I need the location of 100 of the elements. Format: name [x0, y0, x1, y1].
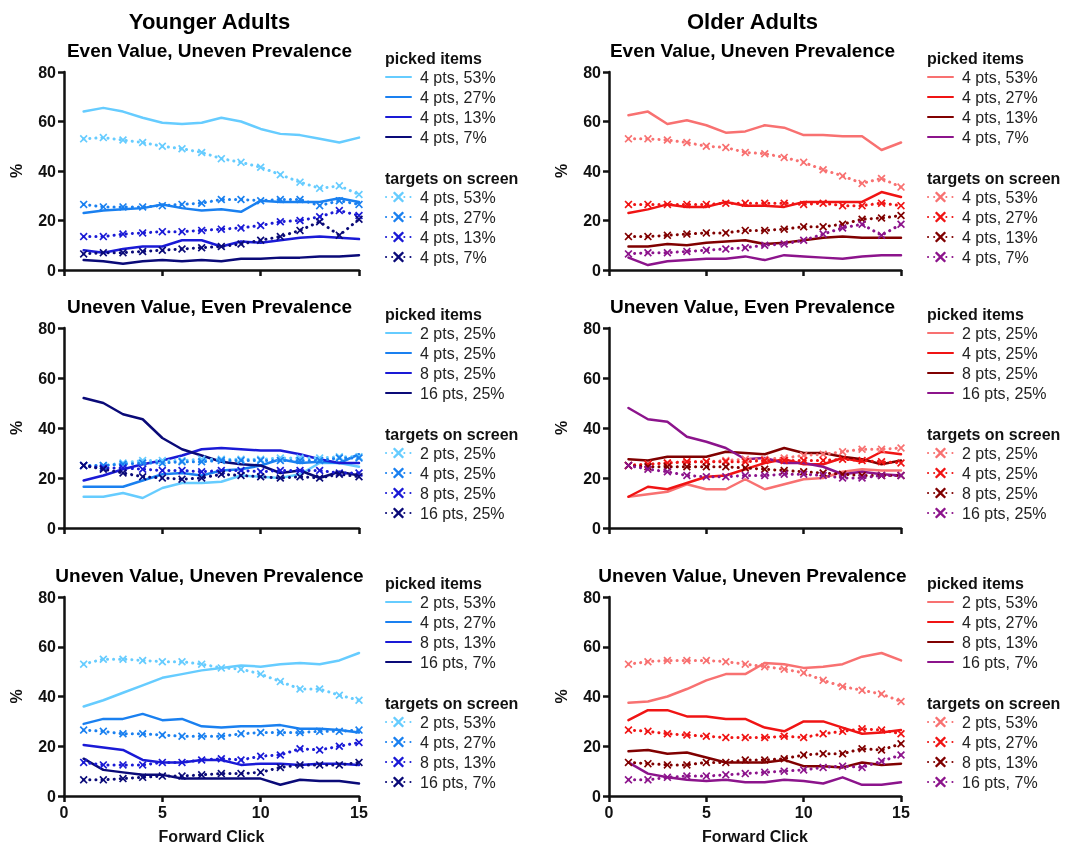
- legend-label: 8 pts, 25%: [962, 364, 1038, 382]
- text: targets on screen: [385, 169, 519, 187]
- legend-label: 4 pts, 25%: [420, 344, 496, 362]
- legend-title: picked items: [385, 574, 483, 592]
- y-tick-label: 40: [583, 162, 602, 180]
- y-tick-label: 20: [583, 212, 602, 229]
- y-tick-label: 80: [583, 319, 602, 337]
- y-tick-label: 60: [583, 113, 602, 130]
- legend-label: 2 pts, 25%: [420, 444, 496, 462]
- x-tick-label: 15: [892, 803, 910, 821]
- chart-title: Uneven Value, Even Prevalence: [66, 296, 353, 317]
- chart-title: Younger Adults: [128, 8, 291, 34]
- y-tick-label: 60: [38, 369, 57, 387]
- y-tick-label: 80: [38, 588, 57, 606]
- legend-label: 4 pts, 7%: [962, 128, 1029, 146]
- y-tick-label: 80: [583, 588, 602, 606]
- chart-title: Uneven Value, Uneven Prevalence: [598, 565, 907, 586]
- x-tick-label: 5: [701, 803, 711, 821]
- legend-label: 4 pts, 27%: [962, 613, 1038, 631]
- legend-label: 16 pts, 25%: [420, 384, 505, 402]
- legend-label: 4 pts, 53%: [962, 68, 1038, 86]
- y-tick-label: 0: [592, 261, 602, 279]
- y-axis-title: %: [552, 163, 570, 179]
- legend-label: 16 pts, 25%: [962, 384, 1047, 402]
- legend-label: 4 pts, 27%: [962, 208, 1038, 226]
- legend-label: 4 pts, 13%: [962, 108, 1038, 126]
- y-tick-label: 40: [583, 419, 602, 437]
- legend-label: 4 pts, 53%: [962, 188, 1038, 206]
- y-tick-label: 20: [583, 737, 602, 755]
- y-axis-title: %: [552, 689, 570, 704]
- legend-title: picked items: [385, 305, 483, 323]
- y-tick-label: 60: [583, 369, 602, 387]
- x-tick-label: 0: [59, 803, 69, 821]
- y-tick-label: 60: [38, 113, 57, 130]
- legend-label: 8 pts, 25%: [962, 484, 1038, 502]
- legend-label: 4 pts, 7%: [962, 248, 1029, 266]
- y-tick-label: 20: [38, 212, 57, 229]
- legend-label: 4 pts, 13%: [962, 228, 1038, 246]
- y-tick-label: 80: [583, 63, 602, 81]
- legend-label: 4 pts, 7%: [420, 248, 487, 266]
- legend-label: 4 pts, 7%: [420, 128, 487, 146]
- legend-label: 4 pts, 25%: [420, 464, 496, 482]
- legend-label: 2 pts, 25%: [962, 324, 1038, 342]
- legend-label: 4 pts, 27%: [962, 88, 1038, 106]
- legend-label: 8 pts, 13%: [420, 633, 496, 651]
- x-tick-label: 5: [157, 803, 167, 821]
- legend-label: 4 pts, 27%: [420, 613, 496, 631]
- x-tick-label: 10: [251, 803, 270, 821]
- legend-label: 4 pts, 53%: [420, 188, 496, 206]
- chart-subtitle: Even Value, Uneven Prevalence: [66, 40, 353, 61]
- legend-label: 8 pts, 25%: [420, 484, 496, 502]
- legend-label: 16 pts, 25%: [962, 504, 1047, 522]
- y-tick-label: 40: [38, 688, 57, 705]
- chart-title: Uneven Value, Even Prevalence: [609, 296, 896, 317]
- y-tick-label: 60: [38, 638, 57, 656]
- y-axis-title: %: [7, 420, 25, 436]
- legend-label: 4 pts, 53%: [420, 68, 496, 86]
- y-tick-label: 0: [592, 519, 602, 537]
- text: targets on screen: [927, 425, 1061, 443]
- y-axis-title: %: [552, 420, 570, 436]
- y-axis-title: %: [7, 689, 25, 704]
- legend-label: 4 pts, 27%: [420, 88, 496, 106]
- legend-title: picked items: [927, 49, 1025, 67]
- legend-label: 16 pts, 7%: [962, 773, 1038, 791]
- legend-label: 8 pts, 25%: [420, 364, 496, 382]
- text: targets on screen: [385, 425, 519, 443]
- legend-label: 2 pts, 53%: [420, 713, 496, 731]
- y-axis-title: %: [7, 163, 25, 179]
- y-tick-label: 40: [38, 419, 57, 437]
- chart-title: Older Adults: [686, 8, 819, 34]
- legend-label: 2 pts, 53%: [962, 593, 1038, 611]
- text: targets on screen: [927, 169, 1061, 187]
- y-tick-label: 60: [583, 638, 602, 656]
- legend-label: 4 pts, 13%: [420, 108, 496, 126]
- legend-label: 2 pts, 25%: [962, 444, 1038, 462]
- text: targets on screen: [385, 694, 519, 712]
- legend-label: 2 pts, 53%: [420, 593, 496, 611]
- legend-label: 4 pts, 25%: [962, 344, 1038, 362]
- text: targets on screen: [927, 694, 1061, 712]
- legend-label: 2 pts, 25%: [420, 324, 496, 342]
- legend-label: 4 pts, 13%: [420, 228, 496, 246]
- x-tick-label: 15: [350, 803, 368, 821]
- legend-title: picked items: [927, 574, 1025, 592]
- chart-title: Uneven Value, Uneven Prevalence: [55, 565, 364, 586]
- legend-label: 4 pts, 27%: [420, 208, 496, 226]
- legend-label: 16 pts, 25%: [420, 504, 505, 522]
- chart-subtitle: Even Value, Uneven Prevalence: [609, 40, 896, 61]
- y-tick-label: 40: [583, 688, 602, 705]
- x-axis-title: Forward Click: [158, 827, 265, 845]
- x-axis-title: Forward Click: [702, 827, 808, 845]
- legend-title: picked items: [385, 49, 483, 67]
- legend-label: 16 pts, 7%: [420, 653, 496, 671]
- y-tick-label: 20: [38, 737, 57, 755]
- x-tick-label: 0: [604, 803, 614, 821]
- legend-label: 4 pts, 25%: [962, 464, 1038, 482]
- legend-label: 4 pts, 27%: [962, 733, 1038, 751]
- y-tick-label: 0: [47, 519, 57, 537]
- y-tick-label: 0: [592, 787, 602, 805]
- legend-label: 16 pts, 7%: [420, 773, 496, 791]
- legend-label: 4 pts, 27%: [420, 733, 496, 751]
